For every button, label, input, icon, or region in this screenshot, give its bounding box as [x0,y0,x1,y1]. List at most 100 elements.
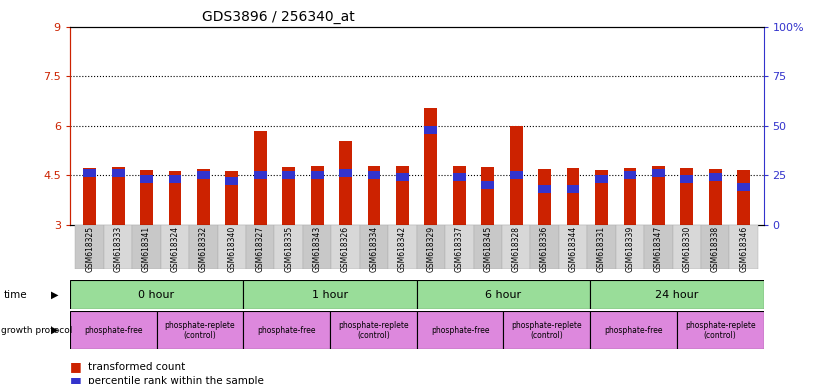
Bar [737,183,750,191]
Bar [70,311,157,349]
Bar [282,171,295,179]
Text: GSM618341: GSM618341 [142,226,151,272]
Text: phosphate-replete
(control): phosphate-replete (control) [164,321,235,340]
Text: GSM618340: GSM618340 [227,226,236,272]
Bar [566,185,580,193]
Bar [681,175,693,183]
Text: ■: ■ [70,360,81,373]
Bar [539,185,551,193]
Bar [218,225,246,269]
Bar [503,311,590,349]
Text: GSM618333: GSM618333 [113,226,122,272]
Bar [481,181,494,189]
Bar [453,166,466,225]
Bar [140,170,153,225]
Bar [530,225,559,269]
Bar [644,225,672,269]
Bar [76,225,104,269]
Text: GSM618344: GSM618344 [568,226,577,272]
Text: GDS3896 / 256340_at: GDS3896 / 256340_at [201,10,355,23]
Bar [197,169,210,225]
Bar [332,225,360,269]
Text: phosphate-free: phosphate-free [84,326,142,335]
Bar [83,169,96,177]
Text: GSM618325: GSM618325 [85,226,94,272]
Bar [453,173,466,181]
Text: GSM618338: GSM618338 [711,226,720,272]
Bar [701,225,729,269]
Bar [616,225,644,269]
Bar [729,225,758,269]
Text: GSM618345: GSM618345 [484,226,493,272]
Text: phosphate-replete
(control): phosphate-replete (control) [338,321,409,340]
Bar [70,280,243,309]
Text: GSM618346: GSM618346 [739,226,748,272]
Bar [243,311,330,349]
Bar [510,171,523,179]
Bar [502,225,530,269]
Bar [104,225,132,269]
Bar [396,173,409,181]
Bar [590,311,677,349]
Bar [226,171,238,225]
Bar [161,225,189,269]
Text: 24 hour: 24 hour [655,290,699,300]
Text: percentile rank within the sample: percentile rank within the sample [88,376,264,384]
Bar [274,225,303,269]
Bar [681,168,693,225]
Bar [474,225,502,269]
Text: GSM618329: GSM618329 [426,226,435,272]
Bar [226,177,238,185]
Bar [360,225,388,269]
Text: phosphate-free: phosphate-free [604,326,663,335]
Text: GSM618337: GSM618337 [455,226,464,272]
Text: GSM618328: GSM618328 [511,226,521,272]
Bar [388,225,417,269]
Text: transformed count: transformed count [88,362,185,372]
Text: time: time [4,290,28,300]
Bar [587,225,616,269]
Bar [140,175,153,183]
Bar [417,280,590,309]
Bar [368,171,380,179]
Text: phosphate-replete
(control): phosphate-replete (control) [511,321,582,340]
Text: GSM618335: GSM618335 [284,226,293,272]
Bar [243,280,417,309]
Bar [368,166,380,225]
Text: GSM618347: GSM618347 [654,226,663,272]
Text: GSM618327: GSM618327 [256,226,265,272]
Bar [339,169,352,177]
Bar [189,225,218,269]
Bar [417,225,445,269]
Bar [595,170,608,225]
Bar [303,225,332,269]
Text: ▶: ▶ [51,290,58,300]
Text: ■: ■ [70,375,81,384]
Text: GSM618343: GSM618343 [313,226,322,272]
Bar [737,170,750,225]
Bar [168,171,181,225]
Bar [539,169,551,225]
Bar [197,171,210,179]
Bar [254,131,267,225]
Bar [672,225,701,269]
Text: GSM618330: GSM618330 [682,226,691,272]
Bar [246,225,274,269]
Bar [132,225,161,269]
Bar [424,126,438,134]
Text: 0 hour: 0 hour [139,290,175,300]
Bar [310,166,323,225]
Bar [157,311,243,349]
Bar [254,171,267,179]
Bar [510,126,523,225]
Bar [677,311,764,349]
Bar [112,167,125,225]
Bar [339,141,352,225]
Bar [330,311,416,349]
Text: GSM618336: GSM618336 [540,226,549,272]
Bar [424,108,438,225]
Bar [623,168,636,225]
Text: GSM618331: GSM618331 [597,226,606,272]
Text: phosphate-replete
(control): phosphate-replete (control) [685,321,755,340]
Bar [83,168,96,225]
